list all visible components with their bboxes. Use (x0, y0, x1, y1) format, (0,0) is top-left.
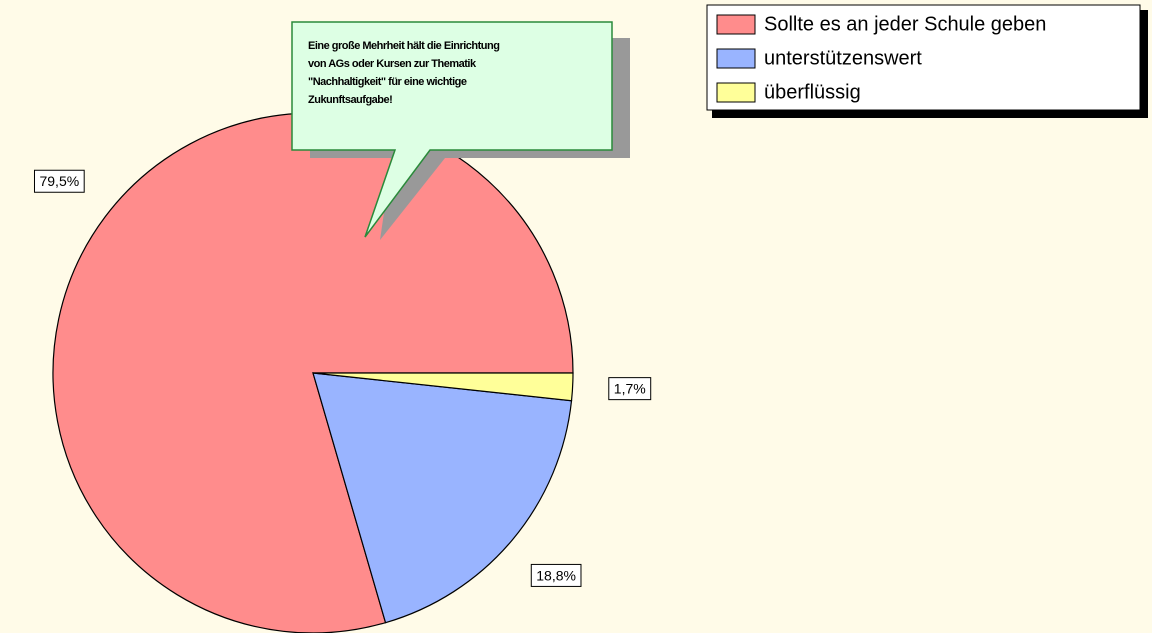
value-label-box (33, 169, 85, 193)
legend-swatch (716, 48, 756, 69)
value-label: 1,7% (614, 381, 646, 397)
legend (706, 4, 1141, 111)
callout (291, 21, 613, 238)
value-label-box (530, 563, 582, 587)
callout-text: Zukunftsaufgabe! (308, 94, 392, 106)
value-label: 18,8% (536, 567, 576, 583)
callout-text: "Nachhaltigkeit" für eine wichtige (308, 76, 467, 88)
pie-slice (312, 372, 574, 402)
legend-swatch (716, 82, 756, 103)
value-label: 79,5% (39, 173, 79, 189)
legend-label: Sollte es an jeder Schule geben (764, 13, 1046, 35)
callout-text: von AGs oder Kursen zur Thematik (308, 58, 477, 70)
pie-slice (312, 372, 573, 624)
legend-label: unterstützenswert (764, 47, 922, 69)
legend-swatch (716, 14, 756, 35)
callout-text: Eine große Mehrheit hält die Einrichtung (308, 40, 499, 52)
value-label-box (608, 377, 652, 401)
legend-label: überflüssig (764, 81, 861, 103)
